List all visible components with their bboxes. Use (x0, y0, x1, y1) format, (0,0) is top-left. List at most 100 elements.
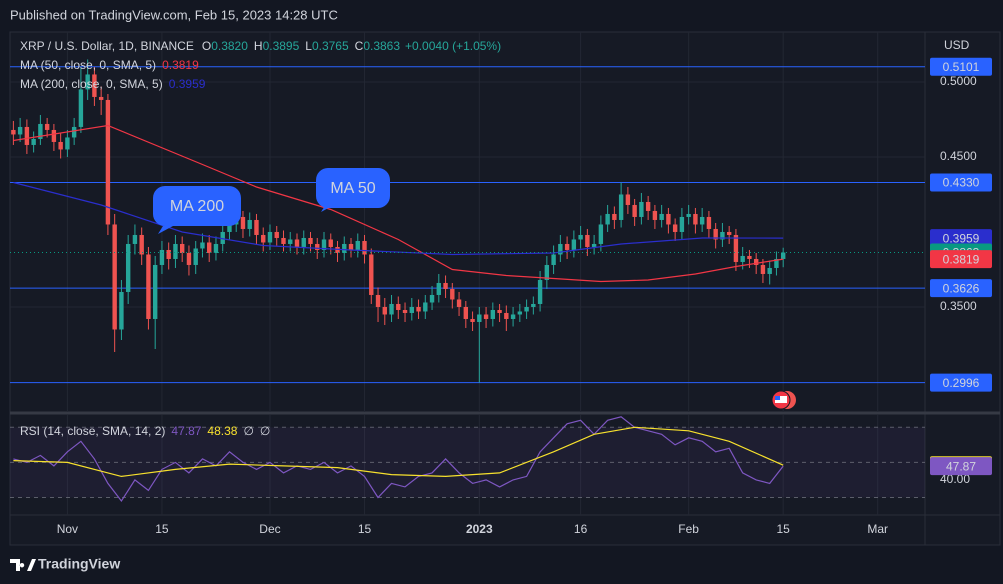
candle-body (713, 228, 718, 240)
candle-body (672, 224, 678, 232)
legend-indicator: MA (200, close, 0, SMA, 5) 0.3959 (20, 77, 206, 91)
candle-body (105, 99, 111, 225)
candle-body (652, 210, 658, 220)
candle-body (753, 258, 759, 265)
candle-body (281, 237, 286, 244)
brand-logo (10, 559, 36, 571)
candle-body (780, 252, 786, 259)
legend-value: 0.3765 (312, 39, 349, 53)
candle-body (443, 282, 448, 289)
candle-body (375, 294, 381, 307)
candle-body (119, 291, 124, 330)
legend-value: 48.38 (207, 424, 237, 438)
legend-rsi: RSI (14, close, SMA, 14, 2) 47.87 48.38 ∅ ∅ (20, 424, 270, 438)
candle-body (382, 306, 387, 315)
candle-body (342, 243, 347, 253)
candle-body (166, 249, 171, 259)
candle-body (760, 264, 766, 274)
price-marker-label: 47.87 (946, 459, 976, 473)
legend-value: ∅ (243, 424, 253, 438)
candle-body (240, 216, 246, 229)
candle-body (767, 267, 772, 274)
candle-body (227, 224, 232, 232)
price-marker-box (930, 457, 992, 476)
price-marker-box (930, 229, 992, 248)
candle-body (510, 314, 516, 319)
candle-body (301, 237, 306, 247)
legend-name: RSI (14, close, SMA, 14, 2) (20, 424, 165, 438)
candle-body (456, 299, 462, 307)
price-label: 0.5101 (943, 60, 980, 74)
candle-body (173, 243, 178, 259)
candle-body (38, 123, 43, 139)
candle-body (598, 224, 604, 244)
candle-body (186, 252, 192, 265)
candle-body (328, 239, 333, 247)
candle-body (747, 255, 752, 259)
legend-key: H (254, 39, 263, 53)
annotation-bubble (316, 168, 390, 208)
candle-body (436, 282, 442, 295)
candle-body (605, 213, 610, 225)
brand: TradingView (10, 556, 120, 572)
candle-body (740, 255, 745, 262)
price-marker-box (930, 250, 992, 269)
annotation-text: MA 50 (330, 180, 375, 197)
candle-body (321, 239, 327, 250)
brand-name: TradingView (38, 556, 120, 572)
rsi-tick-label: 40.00 (940, 472, 970, 486)
candle-body (490, 309, 496, 319)
candle-body (362, 240, 367, 255)
legend-value: ∅ (260, 424, 270, 438)
marks: Nov 15 Dec 15 2023 16 Feb 15 Mar 0.5000 0.4500 0.35… (10, 32, 992, 536)
candle-body (288, 239, 293, 244)
candle-body (92, 74, 97, 97)
candle-body (693, 213, 698, 225)
candle-body (159, 249, 165, 265)
candle-body (699, 216, 705, 225)
candle-body (470, 318, 475, 322)
price-label-box (930, 57, 992, 76)
candle-body (450, 288, 455, 300)
y-tick-label: 0.4500 (940, 149, 977, 163)
candle-body (71, 126, 77, 138)
candle-body (308, 237, 313, 244)
candle-body (564, 243, 570, 250)
candle-body (726, 231, 732, 235)
price-label: 0.3626 (943, 281, 980, 295)
candle-body (720, 231, 725, 240)
y-tick-label: 0.5000 (940, 74, 977, 88)
legend-value: 0.3819 (162, 58, 199, 72)
candle-body (220, 231, 225, 244)
price-label-box (930, 173, 992, 192)
candle-body (17, 126, 23, 135)
candle-body (132, 234, 138, 244)
price-label: 0.2996 (943, 376, 980, 390)
candle-body (571, 239, 577, 250)
x-tick-label: 16 (574, 522, 588, 536)
candle-body (504, 312, 509, 319)
candle-body (537, 279, 543, 304)
candle-body (686, 213, 691, 217)
candle-body (261, 234, 266, 243)
legend-key: L (305, 39, 312, 53)
candle-body (274, 231, 279, 238)
candle-body (463, 306, 469, 319)
candle-body (247, 219, 252, 229)
candle-body (139, 234, 144, 255)
candle-body (659, 213, 664, 220)
candle-body (294, 239, 300, 247)
flag-icons (771, 390, 796, 410)
candle-body (78, 89, 84, 127)
y-unit: USD (944, 38, 970, 52)
legend-value: 0.3959 (169, 77, 206, 91)
price-marker-label: 0.3819 (943, 252, 980, 266)
candle-body (98, 96, 104, 100)
price-label: 0.4330 (943, 176, 980, 190)
x-tick-label: 2023 (466, 522, 493, 536)
event-icon-flag (775, 396, 780, 400)
price-marker-label: 0.3959 (943, 231, 980, 245)
candle-body (578, 234, 583, 240)
published-note: Published on TradingView.com, Feb 15, 20… (10, 7, 338, 22)
candle-body (125, 243, 131, 292)
